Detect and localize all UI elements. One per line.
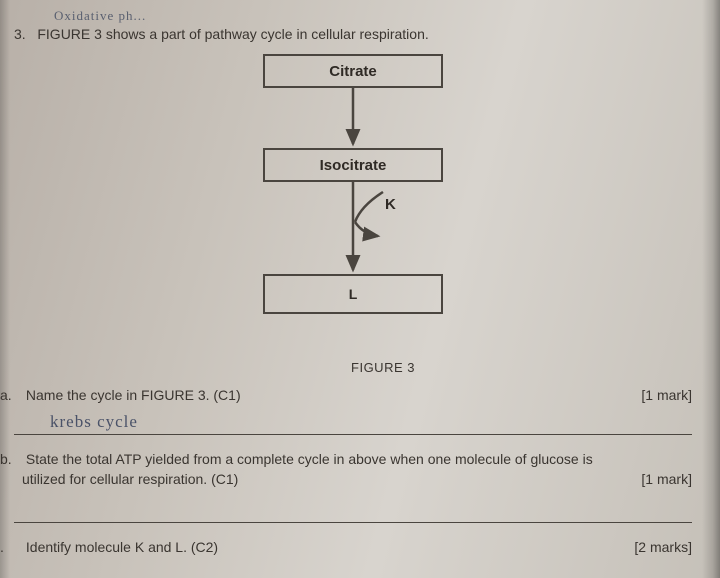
part-b-letter: b. (0, 451, 22, 467)
part-c-marks: [2 marks] (634, 539, 692, 555)
part-a-text: Name the cycle in FIGURE 3. (C1) (26, 387, 241, 403)
diagram-container: Citrate Isocitrate L K (14, 54, 692, 354)
part-a-answer-line: krebs cycle (14, 407, 692, 435)
arrows-svg (233, 54, 473, 354)
part-b: b. State the total ATP yielded from a co… (14, 451, 692, 523)
flowchart-diagram: Citrate Isocitrate L K (233, 54, 473, 354)
worksheet-page: Oxidative ph... 3. FIGURE 3 shows a part… (0, 0, 720, 578)
question-text: FIGURE 3 shows a part of pathway cycle i… (37, 26, 428, 42)
part-b-answer-line (14, 495, 692, 523)
figure-caption: FIGURE 3 (14, 360, 692, 375)
part-c-text: Identify molecule K and L. (C2) (26, 539, 218, 555)
question-number: 3. (14, 26, 26, 42)
part-b-marks: [1 mark] (641, 471, 692, 487)
part-a-letter: a. (0, 387, 22, 403)
part-c-row: . Identify molecule K and L. (C2) [2 mar… (14, 539, 692, 555)
part-c-letter: . (0, 539, 22, 555)
top-handwriting: Oxidative ph... (54, 8, 692, 24)
k-arrow-in (355, 192, 383, 222)
part-a-student-answer: krebs cycle (50, 412, 138, 432)
question-prompt: 3. FIGURE 3 shows a part of pathway cycl… (14, 26, 692, 42)
part-b-text-line2: utilized for cellular respiration. (C1) (22, 471, 238, 487)
part-a-row: a. Name the cycle in FIGURE 3. (C1) [1 m… (14, 387, 692, 403)
k-arrow-out (355, 222, 378, 236)
part-a-marks: [1 mark] (641, 387, 692, 403)
part-b-text-line1: State the total ATP yielded from a compl… (26, 451, 593, 467)
